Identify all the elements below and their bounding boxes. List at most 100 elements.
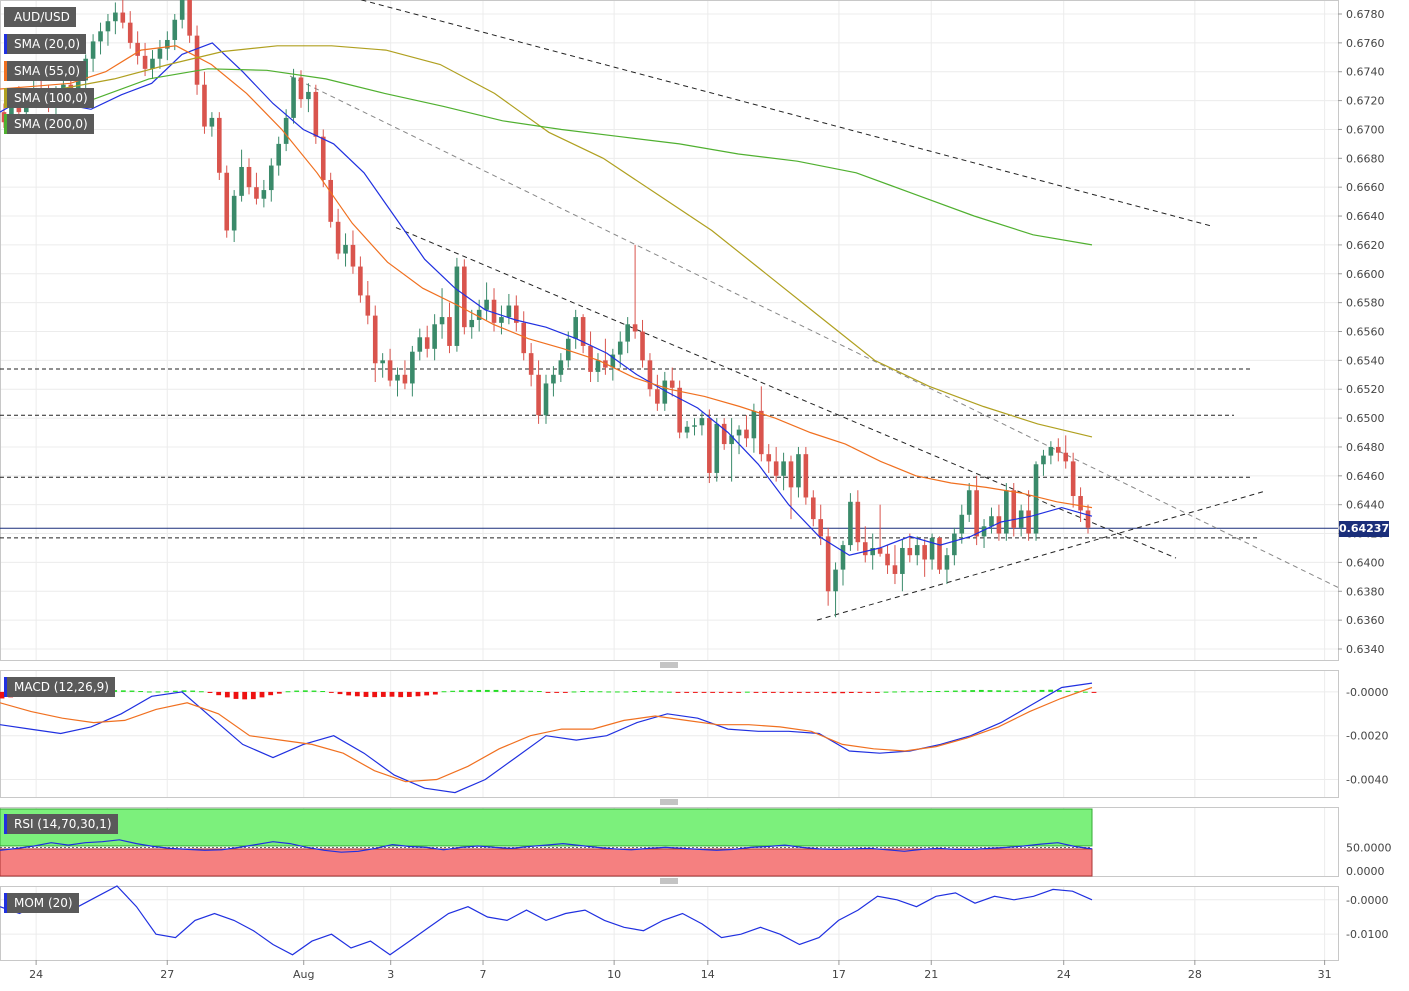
macd-histogram-bar: [146, 691, 152, 693]
macd-histogram-bar: [294, 690, 300, 692]
candle-body: [514, 305, 519, 323]
y-tick-label: 0.6740: [1346, 66, 1385, 79]
macd-histogram-bar: [1082, 691, 1088, 693]
macd-histogram-bar: [432, 691, 438, 695]
candle-body: [469, 319, 475, 328]
macd-histogram-bar: [614, 691, 620, 693]
macd-histogram-bar: [788, 691, 794, 693]
candle-body: [565, 338, 571, 361]
candle-body: [1056, 446, 1061, 453]
sma20-swatch: [4, 34, 7, 54]
candle-body: [707, 418, 712, 473]
legend-macd[interactable]: MACD (12,26,9): [4, 677, 115, 697]
candle-body: [239, 166, 244, 196]
rsi-y-tick-label: 50.0000: [1346, 841, 1392, 854]
macd-histogram-bar: [1039, 689, 1045, 692]
macd-histogram-bar: [900, 691, 906, 693]
macd-histogram-bar: [1056, 690, 1062, 692]
macd-line: [0, 682, 1093, 794]
y-tick-label: 0.6520: [1346, 383, 1385, 396]
x-tick-label: 10: [607, 968, 621, 981]
candle-body: [179, 0, 185, 20]
macd-histogram-bar: [848, 691, 854, 693]
candle-body: [714, 423, 720, 473]
macd-histogram-bar: [224, 691, 230, 698]
legend-sma55[interactable]: SMA (55,0): [4, 61, 87, 81]
candle-body: [640, 331, 645, 361]
macd-histogram-bar: [372, 691, 378, 698]
macd-histogram-bar: [1030, 690, 1036, 692]
x-tick-label: 27: [160, 968, 174, 981]
y-tick-label: 0.6540: [1346, 354, 1385, 367]
macd-histogram-bar: [987, 690, 993, 692]
macd-histogram-bar: [562, 691, 568, 693]
candle-body: [803, 454, 809, 498]
macd-histogram-bar: [354, 691, 360, 697]
sma200-label: SMA (200,0): [14, 117, 88, 131]
macd-histogram-bar: [892, 691, 898, 693]
macd-histogram-bar: [484, 689, 490, 692]
candle-body: [447, 317, 452, 346]
macd-histogram-bar: [311, 690, 317, 692]
y-tick-label: 0.6660: [1346, 181, 1385, 194]
panel-frames: [0, 0, 1339, 961]
macd-histogram-bar: [302, 690, 308, 692]
candle-body: [825, 536, 831, 592]
candle-body: [595, 360, 601, 372]
macd-histogram-bar: [926, 691, 932, 693]
rsi-line: [0, 839, 1093, 853]
x-tick-label: 7: [480, 968, 487, 981]
legend-instrument[interactable]: AUD/USD: [4, 7, 76, 27]
candle-body: [328, 179, 333, 222]
candle-body: [365, 295, 371, 316]
legend-rsi[interactable]: RSI (14,70,30,1): [4, 814, 118, 834]
macd-histogram-bar: [1091, 691, 1097, 693]
candle-body: [900, 547, 905, 574]
macd-histogram-bar: [762, 691, 768, 693]
macd-histogram-bar: [796, 691, 802, 693]
candle-body: [862, 542, 868, 556]
macd-histogram-bar: [285, 691, 291, 693]
macd-histogram-bar: [814, 691, 820, 693]
macd-histogram-bar: [398, 691, 404, 698]
y-tick-label: 0.6340: [1346, 643, 1385, 656]
macd-histogram-bar: [363, 691, 369, 697]
candle-body: [1018, 510, 1024, 528]
macd-histogram-bar: [0, 691, 5, 699]
candle-body: [721, 423, 727, 445]
y-tick-label: 0.6360: [1346, 614, 1385, 627]
candle-body: [113, 12, 118, 22]
candle-body: [796, 454, 801, 488]
candle-body: [1033, 464, 1039, 534]
legend-sma200[interactable]: SMA (200,0): [4, 114, 94, 134]
candle-body: [68, 84, 74, 91]
instrument-swatch: [4, 7, 7, 27]
candle-body: [840, 545, 846, 570]
candle-body: [157, 48, 163, 59]
macd-histogram-bar: [155, 691, 161, 693]
legend-sma20[interactable]: SMA (20,0): [4, 34, 87, 54]
x-tick-label: 24: [29, 968, 43, 981]
macd-histogram-bar: [328, 691, 334, 693]
y-tick-label: 0.6560: [1346, 326, 1385, 339]
macd-histogram-bar: [588, 691, 594, 693]
current-price-tag: 0.64237: [1339, 521, 1390, 537]
candle-body: [907, 547, 913, 556]
legend-sma100[interactable]: SMA (100,0): [4, 88, 94, 108]
candle-body: [209, 117, 215, 127]
candle-body: [120, 12, 126, 23]
sma20-label: SMA (20,0): [14, 37, 81, 51]
sma20-line: [0, 42, 1093, 556]
legend-mom[interactable]: MOM (20): [4, 893, 79, 913]
candle-body: [521, 322, 527, 354]
macd-histogram-bar: [441, 691, 447, 693]
macd-histogram-bar: [207, 691, 213, 693]
candle-body: [551, 374, 556, 384]
macd-histogram-bar: [276, 691, 282, 694]
mom-line: [0, 885, 1093, 956]
candle-body: [885, 553, 890, 566]
candle-body: [655, 389, 660, 404]
candle-body: [1063, 452, 1069, 462]
